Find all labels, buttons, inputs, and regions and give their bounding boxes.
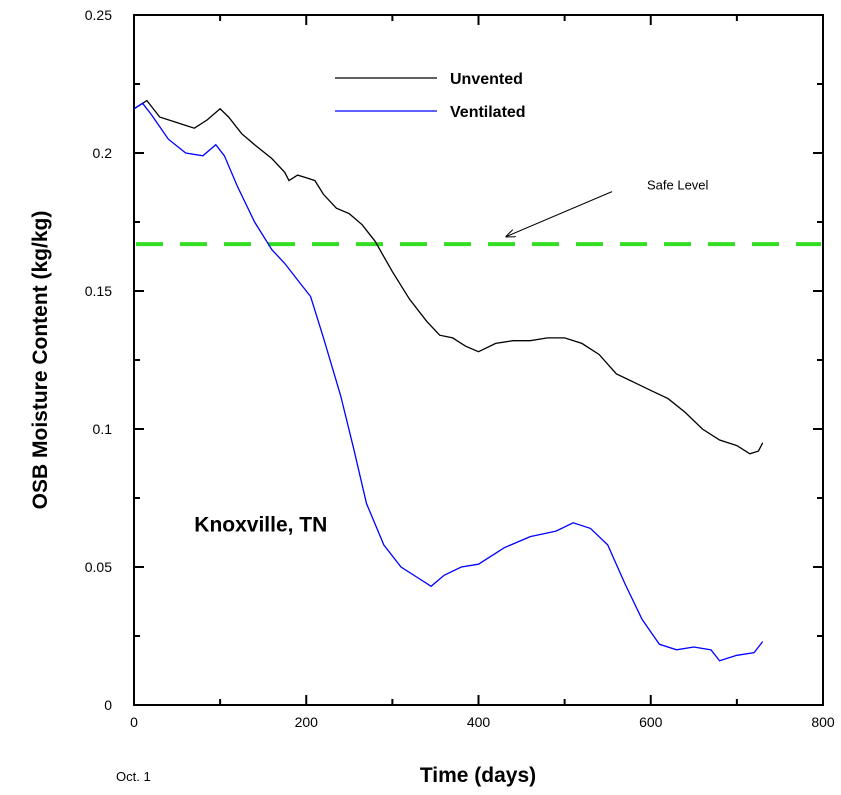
x-tick-label: 200 xyxy=(295,714,319,730)
y-tick-label: 0.15 xyxy=(85,283,112,299)
x-axis-title: Time (days) xyxy=(420,764,536,787)
safe-level-arrow xyxy=(506,191,613,237)
y-tick-label: 0.2 xyxy=(93,145,113,161)
y-tick-label: 0 xyxy=(104,697,112,713)
unvented-series-line xyxy=(133,99,764,455)
ventilated-series-line xyxy=(133,102,764,662)
legend-label-unvented: Unvented xyxy=(450,71,523,88)
safe-level-annotation: Safe Level xyxy=(647,178,709,193)
y-tick-label: 0.05 xyxy=(85,559,112,575)
y-tick-label: 0.25 xyxy=(85,7,112,23)
x-tick-label: 400 xyxy=(467,714,491,730)
x-tick-label: 600 xyxy=(639,714,663,730)
x-tick-label: 0 xyxy=(130,714,138,730)
legend: Unvented Ventilated xyxy=(335,71,526,121)
x-tick-label: 800 xyxy=(811,714,835,730)
legend-label-ventilated: Ventilated xyxy=(450,104,526,121)
x-axis-ticks: 0 200 400 600 800 xyxy=(130,15,835,730)
y-tick-label: 0.1 xyxy=(93,421,113,437)
y-axis-ticks: 0 0.05 0.1 0.15 0.2 0.25 xyxy=(85,7,823,713)
y-axis-title: OSB Moisture Content (kg/kg) xyxy=(29,211,52,510)
x-start-date-label: Oct. 1 xyxy=(116,769,151,784)
location-annotation: Knoxville, TN xyxy=(194,513,327,536)
